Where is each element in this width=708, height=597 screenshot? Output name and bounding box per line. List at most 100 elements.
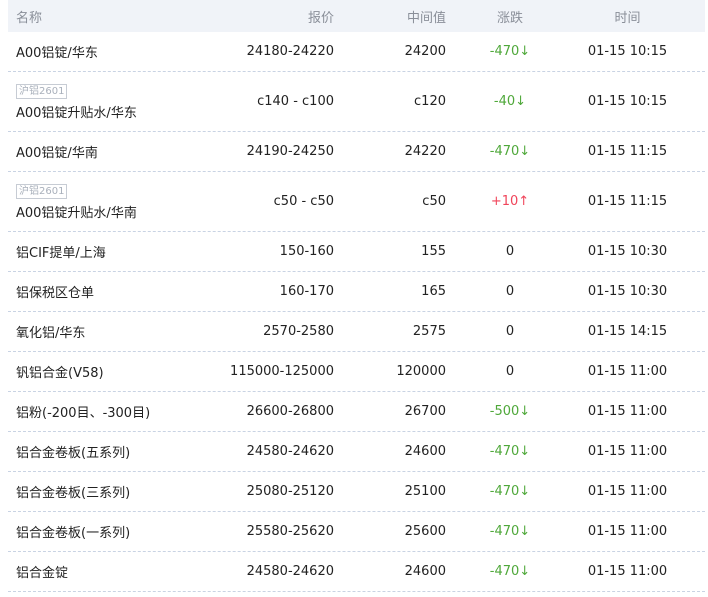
mid-cell: 25600 — [404, 524, 446, 539]
product-name[interactable]: A00铝锭/华南 — [16, 146, 98, 161]
time-cell: 01-15 11:15 — [587, 194, 668, 209]
time-cell: 01-15 11:00 — [587, 364, 668, 379]
header-name: 名称 — [16, 10, 43, 26]
name-cell: 铝合金卷板(五系列) — [8, 442, 208, 461]
change-cell: 0 — [446, 364, 550, 379]
table-row[interactable]: 沪铝2601 A00铝锭升贴水/华东 c140 - c100 c120 -40↓ 01-1… — [8, 72, 705, 132]
mid-cell: 155 — [421, 244, 446, 259]
change-value: -470 — [489, 484, 520, 499]
table-row[interactable]: 铝合金卷板(五系列) 24580-24620 24600 -470↓ 01-15 11:… — [8, 432, 705, 472]
name-cell: A00铝锭/华南 — [8, 142, 208, 161]
price-cell: 2570-2580 — [263, 324, 334, 339]
mid-cell: 2575 — [412, 324, 446, 339]
table-body: A00铝锭/华东 24180-24220 24200 -470↓ 01-15 10:15… — [8, 32, 705, 592]
table-row[interactable]: 氧化铝/华东 2570-2580 2575 0 01-15 14:15 — [8, 312, 705, 352]
price-cell: c50 - c50 — [273, 194, 334, 209]
contract-tag: 沪铝2601 — [16, 83, 68, 99]
change-value: 0 — [505, 244, 515, 259]
name-cell: 铝合金卷板(三系列) — [8, 482, 208, 501]
mid-cell: 25100 — [404, 484, 446, 499]
change-cell: -470↓ — [446, 444, 550, 459]
arrow-down-icon: ↓ — [519, 484, 531, 499]
price-cell: 160-170 — [279, 284, 334, 299]
header-price: 报价 — [307, 10, 334, 26]
header-mid: 中间值 — [406, 10, 446, 26]
change-cell: +10↑ — [446, 194, 550, 209]
product-name[interactable]: 铝粉(-200目、-300目) — [16, 406, 151, 421]
arrow-down-icon: ↓ — [519, 44, 531, 59]
product-name[interactable]: 氧化铝/华东 — [16, 326, 86, 341]
mid-cell: 120000 — [396, 364, 446, 379]
product-name[interactable]: A00铝锭/华东 — [16, 46, 98, 61]
price-cell: 24190-24250 — [246, 144, 334, 159]
change-cell: 0 — [446, 244, 550, 259]
product-name[interactable]: 铝保税区仓单 — [16, 286, 95, 301]
name-cell: A00铝锭/华东 — [8, 42, 208, 61]
change-cell: 0 — [446, 284, 550, 299]
product-name[interactable]: 铝合金锭 — [16, 566, 69, 581]
mid-cell: 24600 — [404, 444, 446, 459]
arrow-down-icon: ↓ — [519, 144, 531, 159]
mid-cell: 24220 — [404, 144, 446, 159]
price-cell: 115000-125000 — [230, 364, 334, 379]
table-row[interactable]: 铝合金卷板(一系列) 25580-25620 25600 -470↓ 01-15 11:… — [8, 512, 705, 552]
product-name[interactable]: 铝合金卷板(五系列) — [16, 446, 131, 461]
change-value: -470 — [489, 524, 520, 539]
name-cell: 钒铝合金(V58) — [8, 362, 208, 381]
mid-cell: 24600 — [404, 564, 446, 579]
time-cell: 01-15 10:30 — [587, 244, 668, 259]
change-cell: -470↓ — [446, 484, 550, 499]
time-cell: 01-15 14:15 — [587, 324, 668, 339]
price-table: 名称 报价 中间值 涨跌 时间 A00铝锭/华东 24180-24220 24200… — [8, 0, 705, 592]
change-value: -40 — [493, 94, 516, 109]
table-row[interactable]: 铝粉(-200目、-300目) 26600-26800 26700 -500↓ 01-1… — [8, 392, 705, 432]
mid-cell: 24200 — [404, 44, 446, 59]
product-name[interactable]: A00铝锭升贴水/华南 — [16, 205, 137, 221]
price-cell: 25580-25620 — [246, 524, 334, 539]
change-value: -470 — [489, 564, 520, 579]
name-cell: 铝合金卷板(一系列) — [8, 522, 208, 541]
table-row[interactable]: 沪铝2601 A00铝锭升贴水/华南 c50 - c50 c50 +10↑ 01-15 1… — [8, 172, 705, 232]
table-row[interactable]: 钒铝合金(V58) 115000-125000 120000 0 01-15 11:00 — [8, 352, 705, 392]
table-row[interactable]: 铝CIF提单/上海 150-160 155 0 01-15 10:30 — [8, 232, 705, 272]
time-cell: 01-15 11:00 — [587, 404, 668, 419]
name-cell: 铝合金锭 — [8, 562, 208, 581]
time-cell: 01-15 11:00 — [587, 444, 668, 459]
change-value: -500 — [489, 404, 520, 419]
time-cell: 01-15 10:15 — [587, 44, 668, 59]
product-name[interactable]: 铝CIF提单/上海 — [16, 246, 106, 261]
name-cell: 氧化铝/华东 — [8, 322, 208, 341]
price-cell: 24580-24620 — [246, 564, 334, 579]
name-cell: 沪铝2601 A00铝锭升贴水/华东 — [8, 83, 208, 121]
time-cell: 01-15 11:00 — [587, 524, 668, 539]
contract-tag: 沪铝2601 — [16, 183, 68, 199]
change-cell: -470↓ — [446, 44, 550, 59]
table-row[interactable]: 铝合金卷板(三系列) 25080-25120 25100 -470↓ 01-15 11:… — [8, 472, 705, 512]
mid-cell: 165 — [421, 284, 446, 299]
table-header: 名称 报价 中间值 涨跌 时间 — [8, 0, 705, 32]
arrow-down-icon: ↓ — [519, 564, 531, 579]
name-cell: 铝保税区仓单 — [8, 282, 208, 301]
change-value: 0 — [505, 364, 515, 379]
product-name[interactable]: 铝合金卷板(三系列) — [16, 486, 131, 501]
product-name[interactable]: 铝合金卷板(一系列) — [16, 526, 131, 541]
change-value: 0 — [505, 324, 515, 339]
product-name[interactable]: 钒铝合金(V58) — [16, 366, 104, 381]
name-cell: 沪铝2601 A00铝锭升贴水/华南 — [8, 183, 208, 221]
table-row[interactable]: A00铝锭/华东 24180-24220 24200 -470↓ 01-15 10:15 — [8, 32, 705, 72]
time-cell: 01-15 10:30 — [587, 284, 668, 299]
name-cell: 铝粉(-200目、-300目) — [8, 402, 208, 421]
change-cell: -470↓ — [446, 564, 550, 579]
change-value: +10 — [490, 194, 519, 209]
table-row[interactable]: 铝保税区仓单 160-170 165 0 01-15 10:30 — [8, 272, 705, 312]
change-value: -470 — [489, 444, 520, 459]
table-row[interactable]: 铝合金锭 24580-24620 24600 -470↓ 01-15 11:00 — [8, 552, 705, 592]
table-row[interactable]: A00铝锭/华南 24190-24250 24220 -470↓ 01-15 11:15 — [8, 132, 705, 172]
change-cell: -470↓ — [446, 144, 550, 159]
time-cell: 01-15 10:15 — [587, 94, 668, 109]
time-cell: 01-15 11:00 — [587, 564, 668, 579]
product-name[interactable]: A00铝锭升贴水/华东 — [16, 105, 137, 121]
change-cell: -500↓ — [446, 404, 550, 419]
mid-cell: c50 — [422, 194, 446, 209]
arrow-down-icon: ↓ — [519, 404, 531, 419]
